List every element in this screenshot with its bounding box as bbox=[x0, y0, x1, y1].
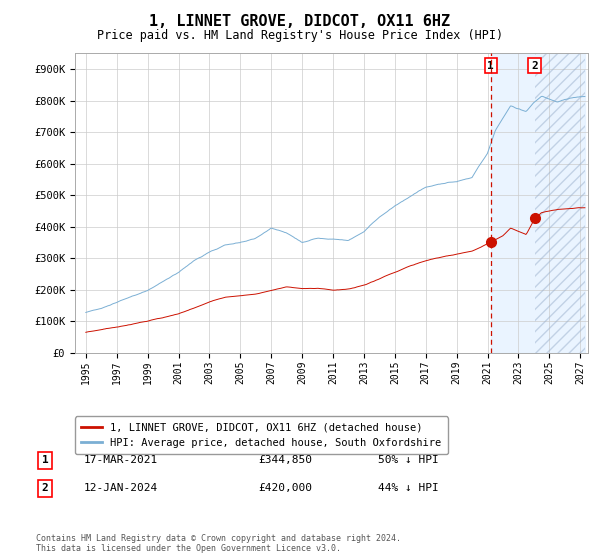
Text: 1: 1 bbox=[487, 60, 494, 71]
Text: 1, LINNET GROVE, DIDCOT, OX11 6HZ: 1, LINNET GROVE, DIDCOT, OX11 6HZ bbox=[149, 14, 451, 29]
Text: 12-JAN-2024: 12-JAN-2024 bbox=[84, 483, 158, 493]
Text: £420,000: £420,000 bbox=[258, 483, 312, 493]
Text: 17-MAR-2021: 17-MAR-2021 bbox=[84, 455, 158, 465]
Text: Price paid vs. HM Land Registry's House Price Index (HPI): Price paid vs. HM Land Registry's House … bbox=[97, 29, 503, 42]
Text: 44% ↓ HPI: 44% ↓ HPI bbox=[378, 483, 439, 493]
Legend: 1, LINNET GROVE, DIDCOT, OX11 6HZ (detached house), HPI: Average price, detached: 1, LINNET GROVE, DIDCOT, OX11 6HZ (detac… bbox=[75, 417, 448, 454]
Text: 2: 2 bbox=[41, 483, 49, 493]
Text: 1: 1 bbox=[41, 455, 49, 465]
Text: 2: 2 bbox=[531, 60, 538, 71]
Text: Contains HM Land Registry data © Crown copyright and database right 2024.
This d: Contains HM Land Registry data © Crown c… bbox=[36, 534, 401, 553]
Text: £344,850: £344,850 bbox=[258, 455, 312, 465]
Text: 50% ↓ HPI: 50% ↓ HPI bbox=[378, 455, 439, 465]
